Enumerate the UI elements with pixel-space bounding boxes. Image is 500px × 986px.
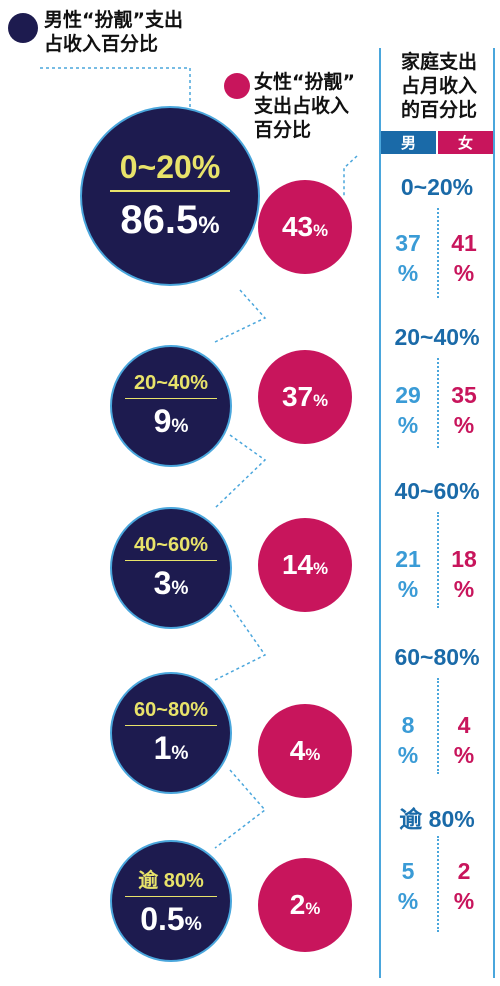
table-row-divider [437, 512, 439, 608]
table-female-value: 4 % [453, 712, 475, 768]
male-circle-over-80: 逾 80% 0.5% [110, 840, 232, 962]
table-male-value: 29 % [395, 382, 421, 438]
male-circle-40-60: 40~60% 3% [110, 507, 232, 629]
male-range-label: 60~80% [134, 698, 208, 721]
male-circle-60-80: 60~80% 1% [110, 672, 232, 794]
male-value: 9% [153, 403, 189, 440]
table-header-female: 女 [438, 131, 493, 154]
male-range-label: 40~60% [134, 533, 208, 556]
female-value: 37% [281, 381, 329, 412]
female-circle-over-80: 2% [258, 858, 352, 952]
percent-sign: % [305, 745, 321, 764]
percent-sign: % [184, 914, 202, 936]
male-divider [110, 190, 230, 192]
table-range-label: 40~60% [394, 478, 480, 504]
male-range-label: 20~40% [134, 371, 208, 394]
percent-sign: % [171, 578, 189, 600]
table-female-value: 41 % [451, 230, 477, 286]
male-value: 1% [153, 730, 189, 767]
female-value: 14% [281, 549, 329, 580]
female-circle-20-40: 37% [258, 350, 352, 444]
male-legend-label: 男性“扮靓”支出 占收入百分比 [44, 9, 183, 55]
table-row-divider [437, 678, 439, 774]
table-range-label: 20~40% [394, 324, 480, 350]
male-divider [125, 397, 217, 400]
percent-sign: % [171, 743, 189, 765]
table-range-label: 60~80% [394, 644, 480, 670]
male-circle-0-20: 0~20% 86.5% [80, 106, 260, 286]
female-circle-0-20: 43% [258, 180, 352, 274]
male-legend-dot [8, 13, 38, 43]
table-male-value: 5 % [397, 858, 419, 914]
table-male-value: 8 % [397, 712, 419, 768]
male-value: 3% [153, 565, 189, 602]
female-circle-60-80: 4% [258, 704, 352, 798]
female-value: 43% [281, 211, 329, 242]
table-female-value: 2 % [453, 858, 475, 914]
percent-sign: % [313, 559, 329, 578]
male-divider [125, 895, 217, 898]
table-row-divider [437, 836, 439, 932]
male-circle-20-40: 20~40% 9% [110, 345, 232, 467]
male-range-label: 逾 80% [138, 869, 204, 892]
female-value: 4% [289, 735, 321, 766]
percent-sign: % [198, 211, 220, 239]
percent-sign: % [305, 899, 321, 918]
female-legend-dot [224, 73, 250, 99]
female-value: 2% [289, 889, 321, 920]
male-value: 86.5% [120, 197, 220, 242]
female-legend-label: 女性“扮靓” 支出占收入 百分比 [254, 71, 355, 141]
table-male-value: 21 % [395, 546, 421, 602]
male-divider [125, 559, 217, 562]
male-value: 0.5% [140, 901, 202, 938]
table-range-label: 0~20% [400, 174, 474, 200]
percent-sign: % [171, 416, 189, 438]
table-header-male: 男 [381, 131, 436, 154]
male-divider [125, 724, 217, 727]
table-male-value: 37 % [395, 230, 421, 286]
male-range-label: 0~20% [119, 149, 221, 186]
table-right-border [493, 48, 495, 978]
percent-sign: % [313, 391, 329, 410]
table-row-divider [437, 208, 439, 298]
connector-lines [40, 67, 358, 849]
table-left-border [379, 48, 381, 978]
table-female-value: 18 % [451, 546, 477, 602]
table-row-divider [437, 358, 439, 448]
table-range-label: 逾 80% [399, 806, 475, 832]
female-circle-40-60: 14% [258, 518, 352, 612]
table-title: 家庭支出 占月收入 的百分比 [400, 51, 477, 121]
table-female-value: 35 % [451, 382, 477, 438]
percent-sign: % [313, 221, 329, 240]
